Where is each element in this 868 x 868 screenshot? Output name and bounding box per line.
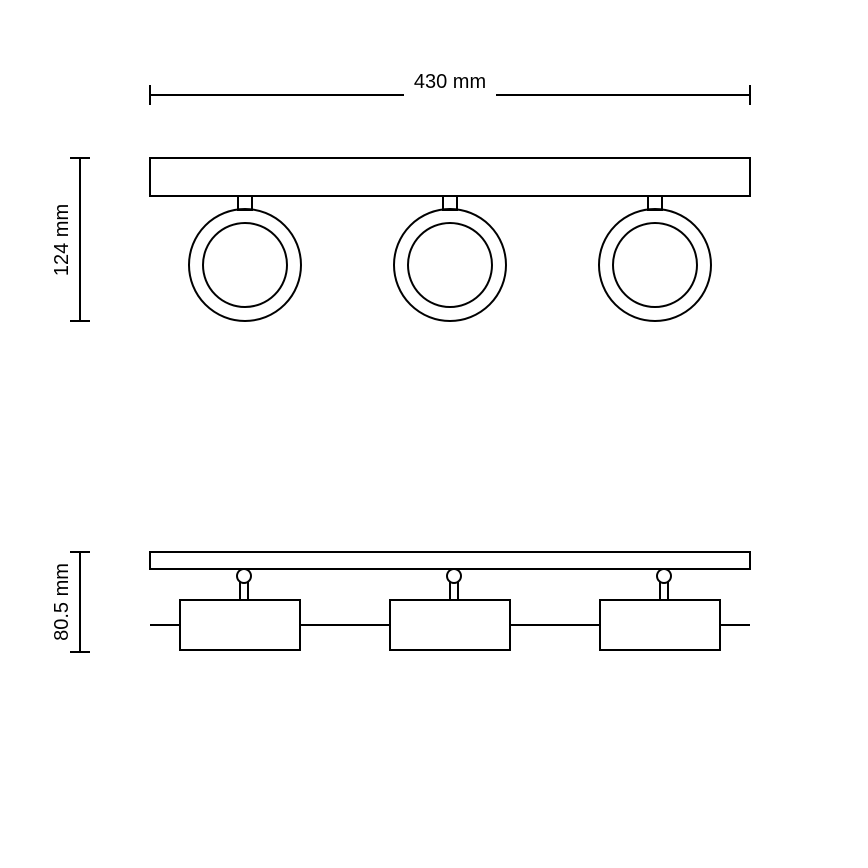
top-bar [150, 552, 750, 569]
front-bar [150, 158, 750, 196]
front-connector-1 [443, 196, 457, 210]
top-block-0 [180, 600, 300, 650]
ring-outer-0 [189, 209, 301, 321]
ring-inner-0 [203, 223, 287, 307]
ring-inner-1 [408, 223, 492, 307]
top-block-2 [600, 600, 720, 650]
dim-height-front-label: 124 mm [51, 204, 73, 276]
shaft-cap-0 [237, 569, 251, 583]
top-block-1 [390, 600, 510, 650]
ring-outer-2 [599, 209, 711, 321]
shaft-cap-2 [657, 569, 671, 583]
dim-height-top-label: 80.5 mm [51, 563, 73, 641]
ring-outer-1 [394, 209, 506, 321]
front-connector-2 [648, 196, 662, 210]
ring-inner-2 [613, 223, 697, 307]
front-connector-0 [238, 196, 252, 210]
dim-width-label: 430 mm [414, 71, 486, 93]
shaft-cap-1 [447, 569, 461, 583]
